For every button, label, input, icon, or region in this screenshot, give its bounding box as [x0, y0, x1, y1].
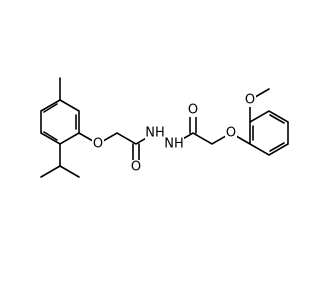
label-mask [130, 160, 142, 174]
molecule-diagram: O O NH NH O O O [40, 77, 289, 178]
ring-double-bond [269, 142, 285, 152]
atom-label: O [226, 126, 236, 141]
label-mask [244, 93, 256, 107]
ring-double-bond [43, 103, 58, 113]
atom-label: O [131, 160, 141, 175]
isopropyl-bond [59, 165, 80, 178]
atom-labels: O O NH NH O O O [92, 93, 256, 175]
label-mask [225, 126, 237, 140]
label-mask [92, 137, 104, 151]
right-ring [249, 110, 289, 156]
label-mask [187, 103, 199, 117]
ring-double-bond [43, 131, 58, 141]
ring-double-bond [269, 114, 285, 124]
atom-label: O [93, 137, 103, 152]
atom-label: O [188, 103, 198, 118]
label-mask [164, 137, 184, 151]
atom-label: NH [145, 126, 165, 141]
label-mask [145, 126, 165, 140]
atom-label: NH [164, 137, 184, 152]
atom-label: O [245, 93, 255, 108]
isopropyl-bond [40, 165, 61, 178]
left-ring [40, 99, 80, 145]
